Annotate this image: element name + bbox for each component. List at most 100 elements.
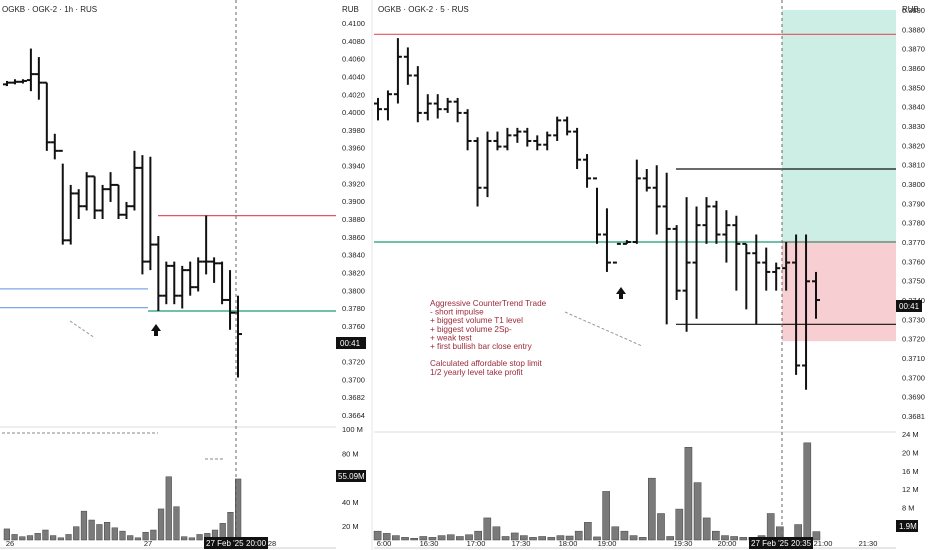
ohlc-bar[interactable] xyxy=(82,172,91,211)
ohlc-bar[interactable] xyxy=(202,215,211,275)
volume-bar[interactable] xyxy=(392,535,400,541)
ohlc-bar[interactable] xyxy=(583,154,592,188)
volume-bar[interactable] xyxy=(812,531,821,541)
ohlc-bar[interactable] xyxy=(162,261,171,305)
volume-bar[interactable] xyxy=(675,508,684,541)
ohlc-bar[interactable] xyxy=(732,215,741,291)
ohlc-bar[interactable] xyxy=(593,177,601,244)
volume-bar[interactable] xyxy=(103,521,111,541)
ohlc-bar[interactable] xyxy=(453,97,462,123)
volume-bar[interactable] xyxy=(157,508,165,541)
volume-bar[interactable] xyxy=(42,529,49,541)
volume-bar[interactable] xyxy=(501,536,510,541)
volume-bar[interactable] xyxy=(657,513,665,541)
ohlc-bar[interactable] xyxy=(433,94,442,119)
volume-bar[interactable] xyxy=(465,534,473,541)
ohlc-bar[interactable] xyxy=(122,201,131,219)
volume-bar[interactable] xyxy=(196,534,203,541)
ohlc-bar[interactable] xyxy=(18,79,27,84)
volume-bar[interactable] xyxy=(529,537,537,541)
ohlc-bar[interactable] xyxy=(772,262,781,291)
volume-bar[interactable] xyxy=(88,519,95,541)
ohlc-bar[interactable] xyxy=(146,156,155,271)
volume-bar[interactable] xyxy=(766,513,775,541)
volume-bar[interactable] xyxy=(483,517,492,541)
ohlc-bar[interactable] xyxy=(42,81,51,151)
ohlc-bar[interactable] xyxy=(662,172,671,325)
volume-bar[interactable] xyxy=(638,537,647,541)
volume-bar[interactable] xyxy=(227,512,234,541)
volume-bar[interactable] xyxy=(721,535,729,541)
ohlc-bar[interactable] xyxy=(186,261,195,296)
ohlc-bar[interactable] xyxy=(383,90,392,121)
volume-bar[interactable] xyxy=(127,535,134,541)
volume-bar[interactable] xyxy=(173,506,180,541)
ohlc-bar[interactable] xyxy=(178,265,187,309)
ohlc-bar[interactable] xyxy=(463,109,472,151)
ohlc-bar[interactable] xyxy=(692,206,701,319)
volume-bar[interactable] xyxy=(492,526,501,541)
volume-bar[interactable] xyxy=(702,517,711,541)
ohlc-bar[interactable] xyxy=(90,175,99,219)
volume-bar[interactable] xyxy=(80,510,88,541)
volume-bar[interactable] xyxy=(556,535,565,541)
ohlc-bar[interactable] xyxy=(50,133,59,160)
ohlc-bar[interactable] xyxy=(138,155,147,275)
volume-bar[interactable] xyxy=(419,536,428,541)
ohlc-bar[interactable] xyxy=(642,169,651,192)
ohlc-bar[interactable] xyxy=(742,242,751,310)
ohlc-bar[interactable] xyxy=(403,47,412,85)
ohlc-bar[interactable] xyxy=(602,208,611,272)
ohlc-bar[interactable] xyxy=(154,236,163,312)
left-time-axis[interactable]: 26 27 28 xyxy=(6,539,276,548)
volume-bar[interactable] xyxy=(150,529,157,541)
volume-bar[interactable] xyxy=(547,537,556,541)
volume-bar[interactable] xyxy=(538,536,546,541)
volume-bar[interactable] xyxy=(574,530,583,541)
volume-bar[interactable] xyxy=(73,526,80,541)
ohlc-bar[interactable] xyxy=(114,183,123,219)
ohlc-bar[interactable] xyxy=(74,189,83,219)
volume-bar[interactable] xyxy=(437,535,446,541)
left-volume-bars[interactable] xyxy=(3,476,242,541)
volume-bar[interactable] xyxy=(611,526,620,541)
volume-bar[interactable] xyxy=(142,531,149,541)
ohlc-bar[interactable] xyxy=(10,79,19,85)
volume-bar[interactable] xyxy=(620,530,629,541)
ohlc-bar[interactable] xyxy=(194,257,203,292)
volume-bar[interactable] xyxy=(803,442,812,541)
volume-bar[interactable] xyxy=(188,537,195,541)
volume-bar[interactable] xyxy=(96,524,103,541)
volume-bar[interactable] xyxy=(456,536,464,541)
ohlc-bar[interactable] xyxy=(374,97,382,121)
left-price-bars[interactable] xyxy=(3,48,242,378)
right-volume-bars[interactable] xyxy=(373,442,821,541)
ohlc-bar[interactable] xyxy=(782,242,791,291)
volume-bar[interactable] xyxy=(19,536,26,541)
ohlc-bar[interactable] xyxy=(106,172,115,202)
volume-bar[interactable] xyxy=(373,530,382,541)
volume-bar[interactable] xyxy=(50,535,57,541)
ohlc-bar[interactable] xyxy=(573,127,582,170)
ohlc-bar[interactable] xyxy=(493,131,502,151)
ohlc-bar[interactable] xyxy=(483,131,492,198)
right-price-axis[interactable]: 0.3890 0.3880 0.3870 0.3860 0.3850 0.3840 0.38… xyxy=(902,6,925,421)
ohlc-bar[interactable] xyxy=(722,210,731,263)
volume-bar[interactable] xyxy=(111,527,118,541)
ohlc-bar[interactable] xyxy=(66,184,75,245)
ohlc-bar[interactable] xyxy=(58,149,67,245)
volume-bar[interactable] xyxy=(684,447,693,541)
volume-bar[interactable] xyxy=(34,533,41,541)
ohlc-bar[interactable] xyxy=(672,225,681,300)
ohlc-bar[interactable] xyxy=(563,116,572,136)
left-price-axis[interactable]: 0.4100 0.4080 0.4060 0.4040 0.4020 0.4000 0.39… xyxy=(342,19,365,420)
ohlc-bar[interactable] xyxy=(533,135,542,151)
ohlc-bar[interactable] xyxy=(98,184,107,219)
ohlc-bar[interactable] xyxy=(812,271,820,319)
ohlc-bar[interactable] xyxy=(26,48,35,92)
volume-bar[interactable] xyxy=(584,522,592,541)
ohlc-bar[interactable] xyxy=(423,94,432,121)
volume-bar[interactable] xyxy=(602,491,610,541)
right-price-bars[interactable] xyxy=(374,38,820,390)
ohlc-bar[interactable] xyxy=(762,247,771,291)
